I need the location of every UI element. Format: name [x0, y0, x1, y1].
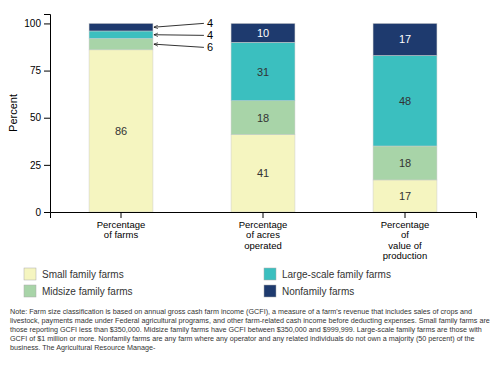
axis-line: [44, 15, 51, 213]
tick-label: 0: [35, 207, 41, 218]
tick-mark: [121, 212, 122, 218]
bar-segment: [373, 23, 437, 55]
tick-label-line: value of: [388, 240, 422, 251]
note: Note: Farm size classification is based …: [10, 307, 490, 352]
bars: [89, 23, 437, 212]
annotation-arrow: [154, 23, 204, 27]
tick-label-line: of: [401, 229, 409, 240]
data-label: 31: [257, 66, 269, 78]
note-line: livestock, payments made under Federal a…: [10, 316, 490, 325]
legend-swatch: [24, 268, 36, 280]
bar-segment: [373, 55, 437, 146]
tick-mark: [44, 118, 50, 119]
tick-label-line: Percentage: [97, 219, 146, 230]
note-line: GCFI of $1 million or more. Nonfamily fa…: [10, 334, 475, 343]
bar-segment: [89, 39, 153, 50]
bar-segment: [373, 146, 437, 180]
x-axis: Percentageof farmsPercentageof acresoper…: [51, 212, 477, 261]
tick: Percentageof farms: [97, 212, 146, 240]
bar-segment: [89, 23, 153, 31]
tick-label-line: production: [383, 250, 427, 261]
tick: 100: [24, 18, 50, 29]
bar-segment: [89, 31, 153, 39]
data-label: 4: [207, 17, 213, 29]
data-label: 17: [399, 190, 411, 202]
legend: Small family farms Midsize family farms La…: [24, 268, 391, 297]
data-label: 10: [257, 27, 269, 39]
data-label: 4: [207, 29, 213, 41]
tick-mark: [263, 212, 264, 218]
tick-label-line: Percentage: [239, 219, 288, 230]
tick-mark: [44, 23, 50, 24]
tick-label: 100: [24, 18, 41, 29]
tick-label: Percentageof farms: [97, 219, 146, 240]
legend-label: Nonfamily farms: [282, 286, 354, 297]
legend-label: Small family farms: [42, 269, 124, 280]
bar-segment: [231, 42, 295, 100]
tick-label: Percentageof acresoperated: [239, 219, 288, 251]
tick: Percentageofvalue ofproduction: [381, 212, 430, 261]
legend-swatch: [264, 285, 276, 297]
tick-mark: [44, 212, 50, 213]
bar-segment: [231, 23, 295, 42]
tick-label: 75: [30, 65, 42, 76]
y-axis-title: Percent: [7, 94, 19, 132]
data-label: 17: [399, 33, 411, 45]
tick-label-line: of acres: [246, 229, 280, 240]
data-label: 6: [207, 41, 213, 53]
tick: 0: [35, 207, 50, 218]
y-axis: 0 25 50 75 100: [24, 15, 50, 218]
bar-segment: [89, 50, 153, 212]
data-labels: 864117181831481017446: [115, 17, 411, 202]
data-label: 86: [115, 125, 127, 137]
tick: 50: [30, 112, 50, 123]
legend-swatch: [24, 285, 36, 297]
tick-label: 25: [30, 160, 42, 171]
tick: Percentageof acresoperated: [239, 212, 288, 251]
tick: 25: [30, 160, 50, 171]
legend-label: Midsize family farms: [42, 286, 133, 297]
note-line: those reporting GCFI less than $350,000.…: [10, 325, 482, 334]
tick-label: 50: [30, 112, 42, 123]
data-label: 18: [257, 112, 269, 124]
tick-label-line: Percentage: [381, 219, 430, 230]
tick-label: Percentageofvalue ofproduction: [381, 219, 430, 261]
axis-line: [51, 213, 477, 219]
bar-segment: [231, 135, 295, 212]
tick-label-line: operated: [244, 240, 282, 251]
annotation-arrow: [154, 34, 204, 36]
legend-swatch: [264, 268, 276, 280]
tick-label-line: of farms: [104, 229, 139, 240]
chart: 0255075100Percentageof farmsPercentageof…: [0, 0, 500, 383]
tick-mark: [44, 71, 50, 72]
tick: 75: [30, 65, 50, 76]
data-label: 41: [257, 167, 269, 179]
bar-segment: [231, 101, 295, 135]
legend-label: Large-scale family farms: [282, 269, 391, 280]
data-label: 18: [399, 157, 411, 169]
note-line: Note: Farm size classification is based …: [10, 307, 472, 316]
tick-mark: [405, 212, 406, 218]
annotation-arrow: [154, 44, 204, 47]
data-label: 48: [399, 95, 411, 107]
note-line: business. The Agricultural Resource Mana…: [10, 343, 156, 352]
bar-segment: [373, 180, 437, 212]
tick-mark: [44, 165, 50, 166]
